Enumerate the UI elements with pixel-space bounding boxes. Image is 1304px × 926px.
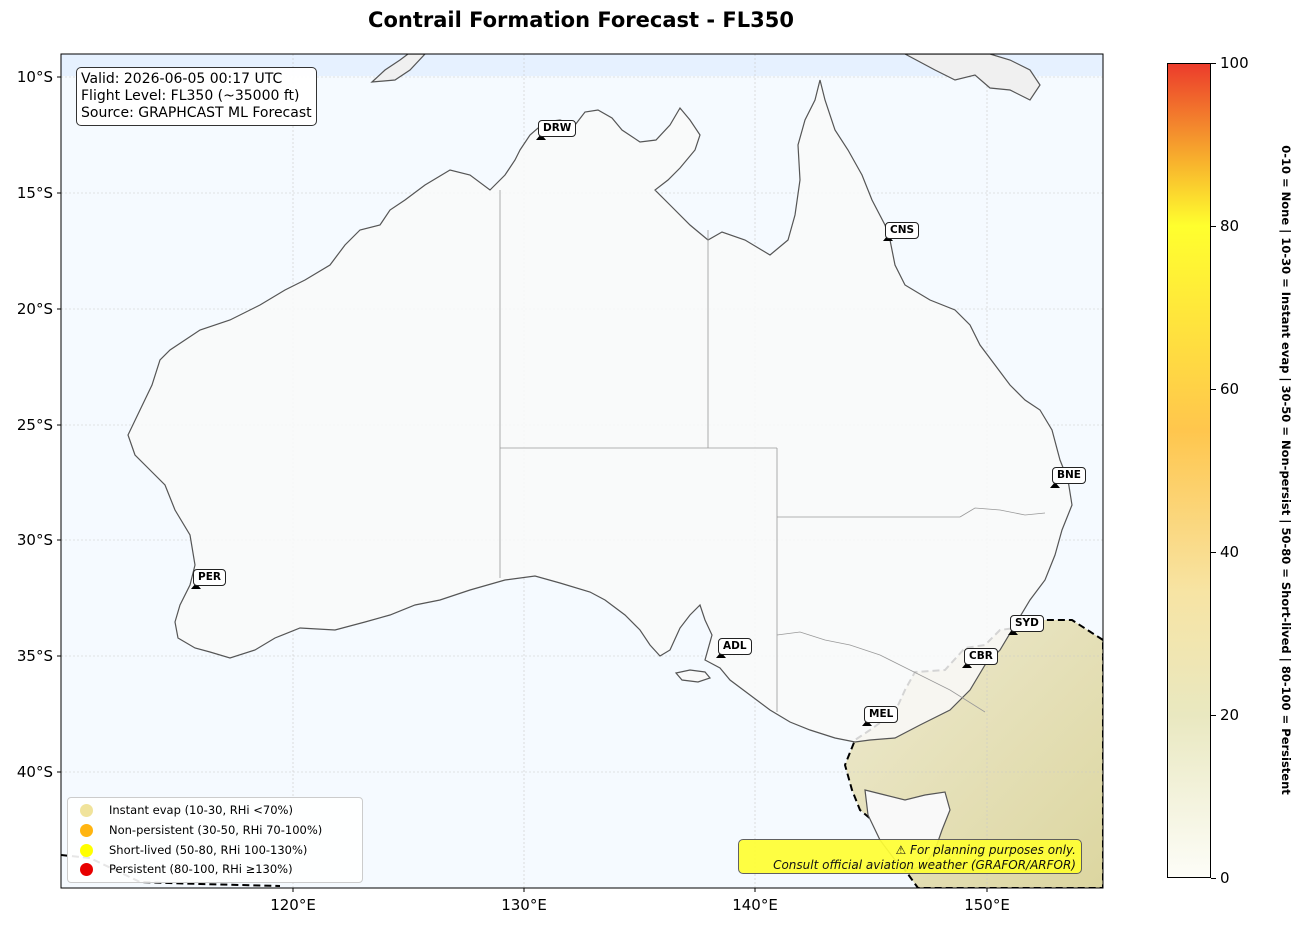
legend-label: Persistent (80-100, RHi ≥130%) [109, 862, 293, 876]
lat-tick-20s: 20°S [17, 300, 53, 318]
map-legend: Instant evap (10-30, RHi <70%) Non-persi… [67, 797, 363, 883]
lat-tick-10s: 10°S [17, 68, 53, 86]
airport-label-per: PER [193, 569, 226, 586]
colorbar-tick-mark-0 [1211, 878, 1216, 879]
legend-item-non-persistent: Non-persistent (30-50, RHi 70-100%) [80, 821, 322, 839]
airport-marker-syd [1008, 629, 1018, 635]
disclaimer-line-1: ⚠ For planning purposes only. [895, 843, 1076, 857]
timor [370, 54, 426, 83]
northern-band [61, 54, 1103, 76]
colorbar-tick-mark-60 [1211, 389, 1216, 390]
airport-marker-cbr [962, 662, 972, 668]
legend-label: Instant evap (10-30, RHi <70%) [109, 803, 293, 817]
colorbar-tick-mark-40 [1211, 552, 1216, 553]
legend-dot-instant-evap [80, 803, 93, 817]
colorbar-tick-0: 0 [1220, 869, 1230, 887]
valid-time: Valid: 2026-06-05 00:17 UTC [81, 71, 283, 87]
lon-tick-130e: 130°E [501, 896, 547, 914]
airport-label-mel: MEL [864, 706, 899, 723]
colorbar-tick-40: 40 [1220, 543, 1240, 561]
lat-tick-40s: 40°S [17, 763, 53, 781]
lat-tick-15s: 15°S [17, 184, 53, 202]
lon-tick-140e: 140°E [732, 896, 778, 914]
legend-item-persistent: Persistent (80-100, RHi ≥130%) [80, 860, 293, 878]
colorbar [1167, 63, 1211, 878]
colorbar-tick-80: 80 [1220, 217, 1240, 235]
forecast-area-west [61, 854, 281, 887]
colorbar-tick-mark-100 [1211, 63, 1216, 64]
colorbar-tick-20: 20 [1220, 706, 1240, 724]
airport-label-cbr: CBR [964, 648, 998, 665]
lat-tick-30s: 30°S [17, 531, 53, 549]
legend-dot-persistent [80, 862, 93, 876]
australia-mainland [127, 79, 1073, 743]
colorbar-gradient [1167, 63, 1211, 878]
state-borders [499, 190, 1046, 713]
colorbar-tick-60: 60 [1220, 380, 1240, 398]
legend-label: Short-lived (50-80, RHi 100-130%) [109, 843, 308, 857]
flight-level: Flight Level: FL350 (~35000 ft) [81, 88, 300, 104]
new-guinea [904, 54, 1041, 101]
legend-label: Non-persistent (30-50, RHi 70-100%) [109, 823, 323, 837]
colorbar-category-label: 0-10 = None | 10-30 = Instant evap | 30-… [1279, 145, 1293, 795]
legend-dot-short-lived [80, 843, 93, 857]
colorbar-tick-100: 100 [1220, 54, 1249, 72]
airport-marker-adl [716, 652, 726, 658]
disclaimer-box: ⚠ For planning purposes only. Consult of… [738, 839, 1082, 874]
colorbar-tick-mark-20 [1211, 715, 1216, 716]
legend-dot-non-persistent [80, 823, 93, 837]
airport-marker-drw [536, 134, 546, 140]
colorbar-tick-mark-80 [1211, 226, 1216, 227]
lat-tick-25s: 25°S [17, 416, 53, 434]
axis-ticks [57, 76, 988, 892]
map-frame [60, 53, 1104, 889]
airport-marker-bne [1050, 482, 1060, 488]
airport-label-drw: DRW [538, 120, 577, 137]
forecast-info-box: Valid: 2026-06-05 00:17 UTC Flight Level… [76, 67, 317, 126]
page-title: Contrail Formation Forecast - FL350 [368, 8, 794, 32]
lat-tick-35s: 35°S [17, 647, 53, 665]
airport-label-syd: SYD [1010, 615, 1044, 632]
kangaroo-island [674, 669, 712, 683]
legend-item-short-lived: Short-lived (50-80, RHi 100-130%) [80, 841, 307, 859]
disclaimer-line-2: Consult official aviation weather (GRAFO… [773, 858, 1076, 872]
data-source: Source: GRAPHCAST ML Forecast [81, 105, 312, 121]
legend-item-instant-evap: Instant evap (10-30, RHi <70%) [80, 801, 293, 819]
airport-label-bne: BNE [1052, 467, 1086, 484]
lon-tick-150e: 150°E [964, 896, 1010, 914]
airport-label-adl: ADL [718, 638, 752, 655]
lon-tick-120e: 120°E [270, 896, 316, 914]
airport-label-cns: CNS [885, 222, 920, 239]
airport-marker-per [191, 583, 201, 589]
airport-marker-mel [862, 720, 872, 726]
